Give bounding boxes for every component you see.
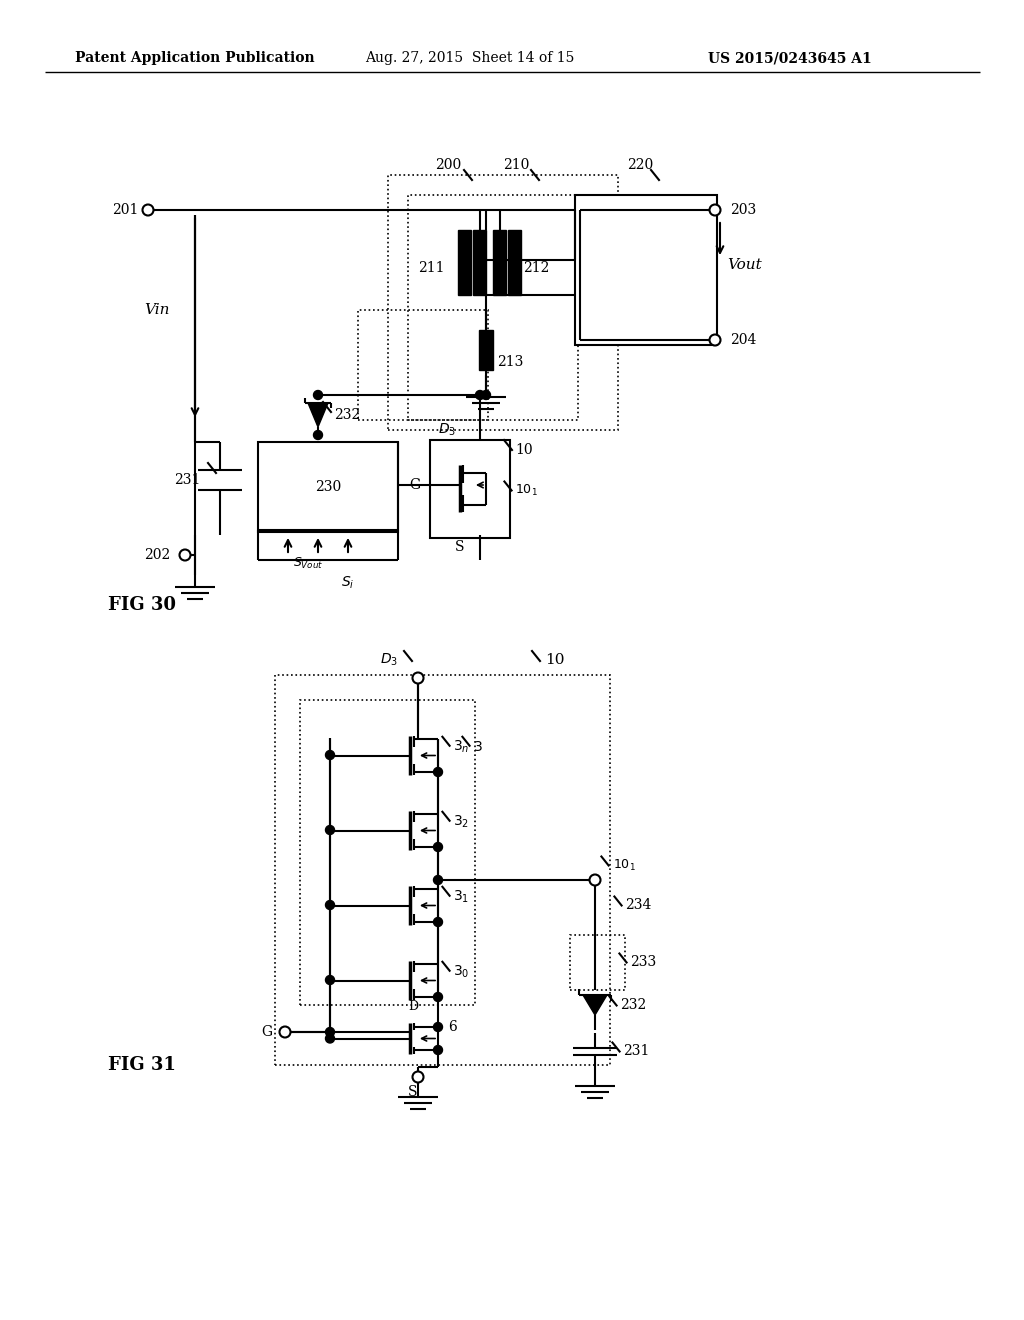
Text: 211: 211 — [419, 261, 445, 275]
Text: $10_1$: $10_1$ — [515, 482, 538, 498]
Text: FIG 31: FIG 31 — [108, 1056, 176, 1074]
Bar — [458, 230, 471, 294]
Circle shape — [326, 900, 335, 909]
Circle shape — [481, 391, 490, 400]
Circle shape — [280, 1027, 291, 1038]
Circle shape — [433, 1045, 442, 1055]
Text: 10: 10 — [545, 653, 564, 667]
Circle shape — [413, 672, 424, 684]
Text: Vin: Vin — [144, 304, 170, 317]
Circle shape — [433, 917, 442, 927]
Text: $3$: $3$ — [473, 741, 482, 754]
Circle shape — [326, 975, 335, 985]
Bar — [430, 440, 510, 539]
Bar — [508, 230, 521, 294]
Circle shape — [326, 825, 335, 834]
Text: 213: 213 — [497, 355, 523, 370]
Circle shape — [313, 391, 323, 400]
Bar — [473, 230, 486, 294]
Bar — [575, 195, 717, 345]
Bar — [275, 675, 610, 1065]
Text: $S_i$: $S_i$ — [341, 574, 354, 591]
Circle shape — [710, 334, 721, 346]
Circle shape — [433, 767, 442, 776]
Circle shape — [590, 874, 600, 886]
Text: 6: 6 — [449, 1020, 457, 1034]
Text: 10: 10 — [515, 444, 532, 457]
Text: $3_1$: $3_1$ — [453, 890, 469, 906]
Text: Vout: Vout — [727, 257, 762, 272]
Text: 231: 231 — [623, 1044, 649, 1059]
Text: $10_1$: $10_1$ — [613, 858, 636, 873]
Circle shape — [142, 205, 154, 215]
Text: $3_0$: $3_0$ — [453, 964, 469, 981]
Circle shape — [313, 430, 323, 440]
Text: 200: 200 — [435, 158, 461, 172]
Text: G: G — [261, 1026, 272, 1039]
Text: 220: 220 — [627, 158, 653, 172]
Circle shape — [326, 1034, 335, 1043]
Circle shape — [433, 993, 442, 1002]
Text: $3_2$: $3_2$ — [453, 814, 469, 830]
Text: 232: 232 — [620, 998, 646, 1012]
Text: 233: 233 — [630, 954, 656, 969]
Bar — [570, 935, 625, 990]
Circle shape — [326, 1027, 335, 1036]
Circle shape — [710, 205, 721, 215]
Text: US 2015/0243645 A1: US 2015/0243645 A1 — [709, 51, 871, 65]
Text: S: S — [409, 1085, 418, 1100]
Text: 232: 232 — [334, 408, 360, 422]
Bar — [408, 195, 578, 420]
Bar — [258, 442, 398, 532]
Circle shape — [413, 1072, 424, 1082]
Text: $D_3$: $D_3$ — [380, 652, 398, 668]
Text: S: S — [456, 540, 465, 554]
Text: G: G — [409, 478, 420, 492]
Bar — [388, 176, 618, 430]
Text: $3_n$: $3_n$ — [453, 739, 469, 755]
Text: 210: 210 — [503, 158, 529, 172]
Circle shape — [433, 842, 442, 851]
Text: 212: 212 — [523, 261, 549, 275]
Text: 203: 203 — [730, 203, 757, 216]
Circle shape — [475, 391, 484, 400]
Bar — [479, 330, 493, 370]
Circle shape — [433, 1023, 442, 1031]
Polygon shape — [308, 403, 328, 426]
Bar — [493, 230, 506, 294]
Text: Aug. 27, 2015  Sheet 14 of 15: Aug. 27, 2015 Sheet 14 of 15 — [366, 51, 574, 65]
Circle shape — [179, 549, 190, 561]
Text: $S_{Vout}$: $S_{Vout}$ — [293, 556, 324, 570]
Text: 230: 230 — [314, 480, 341, 494]
Text: $D_3$: $D_3$ — [438, 422, 456, 438]
Circle shape — [326, 751, 335, 759]
Polygon shape — [583, 995, 607, 1015]
Text: Patent Application Publication: Patent Application Publication — [75, 51, 314, 65]
Text: 231: 231 — [174, 473, 200, 487]
Text: D: D — [408, 1001, 418, 1014]
Text: 234: 234 — [625, 898, 651, 912]
Text: FIG 30: FIG 30 — [108, 597, 176, 614]
Text: 202: 202 — [143, 548, 170, 562]
Bar — [358, 310, 488, 420]
Bar — [300, 700, 475, 1005]
Circle shape — [433, 875, 442, 884]
Text: 204: 204 — [730, 333, 757, 347]
Text: 201: 201 — [112, 203, 138, 216]
